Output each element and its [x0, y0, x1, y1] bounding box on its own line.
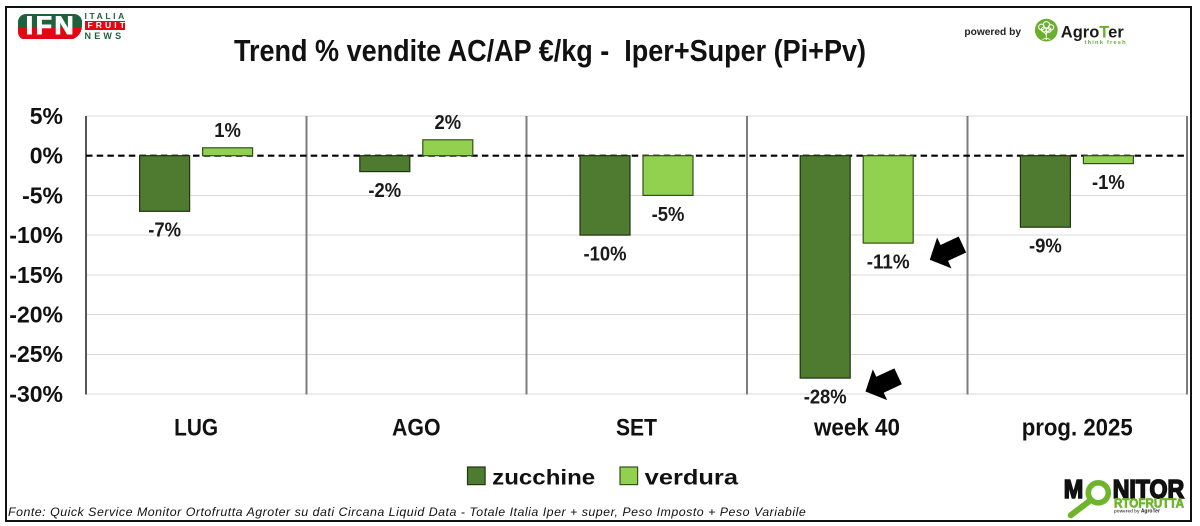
svg-text:zucchine: zucchine — [492, 466, 595, 489]
svg-text:2%: 2% — [435, 112, 462, 134]
svg-text:think fresh: think fresh — [1085, 40, 1127, 46]
svg-text:verdura: verdura — [645, 466, 739, 489]
svg-text:-2%: -2% — [368, 180, 401, 202]
svg-text:powered by AgroTer: powered by AgroTer — [1114, 509, 1160, 515]
svg-text:-1%: -1% — [1092, 172, 1125, 194]
svg-text:NITOR: NITOR — [1113, 474, 1185, 504]
svg-text:-28%: -28% — [804, 387, 847, 409]
svg-text:-10%: -10% — [9, 222, 63, 248]
svg-text:-15%: -15% — [9, 262, 63, 288]
svg-text:-7%: -7% — [148, 220, 181, 242]
svg-text:LUG: LUG — [174, 415, 218, 442]
svg-text:SET: SET — [616, 415, 657, 442]
svg-text:-30%: -30% — [9, 381, 63, 407]
svg-text:M: M — [1064, 474, 1084, 504]
svg-text:-5%: -5% — [652, 204, 685, 226]
svg-text:-10%: -10% — [584, 244, 627, 266]
svg-text:prog. 2025: prog. 2025 — [1022, 415, 1133, 442]
svg-text:RTOFRUTTA: RTOFRUTTA — [1114, 496, 1184, 510]
svg-text:-20%: -20% — [9, 302, 63, 328]
svg-text:0%: 0% — [30, 143, 63, 169]
svg-text:-5%: -5% — [22, 182, 63, 208]
svg-text:AgroTer: AgroTer — [1061, 23, 1125, 41]
svg-text:-25%: -25% — [9, 341, 63, 367]
svg-text:week 40: week 40 — [813, 415, 900, 442]
svg-text:5%: 5% — [30, 103, 63, 129]
svg-text:1%: 1% — [214, 120, 241, 142]
svg-text:AGO: AGO — [392, 415, 441, 442]
svg-text:-11%: -11% — [867, 251, 910, 273]
svg-text:Trend % vendite AC/AP €/kg -: Trend % vendite AC/AP €/kg - Iper+Super … — [234, 34, 866, 68]
svg-text:-9%: -9% — [1029, 236, 1062, 258]
